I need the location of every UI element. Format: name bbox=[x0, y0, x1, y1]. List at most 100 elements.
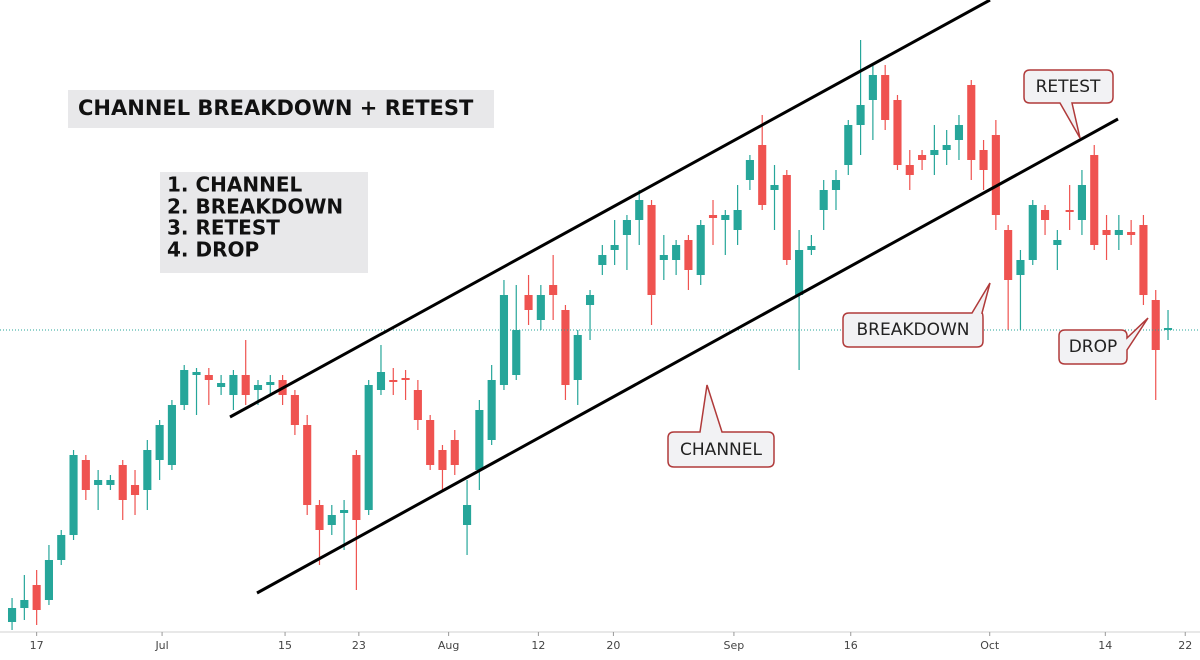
x-tick-label: 12 bbox=[531, 639, 545, 652]
candle-body bbox=[487, 380, 496, 440]
candle-body bbox=[32, 585, 41, 610]
step: 3. RETEST bbox=[167, 216, 280, 240]
callout-box bbox=[842, 282, 991, 348]
candle-body bbox=[376, 372, 386, 390]
candle-body bbox=[1004, 230, 1013, 280]
candle-body bbox=[1016, 260, 1025, 275]
candle-body bbox=[991, 135, 1000, 215]
candle-body bbox=[930, 150, 939, 155]
candle-body bbox=[770, 185, 779, 190]
candle-body bbox=[364, 385, 373, 510]
candle-body bbox=[795, 250, 804, 295]
candle-body bbox=[44, 560, 54, 600]
candle-body bbox=[253, 385, 263, 390]
candle-body bbox=[1053, 240, 1062, 245]
candle-body bbox=[585, 295, 595, 305]
candle-body bbox=[118, 465, 127, 500]
candle-body bbox=[180, 370, 189, 405]
candle-body bbox=[733, 210, 742, 230]
candle-body bbox=[340, 510, 349, 513]
candle-body bbox=[303, 425, 312, 505]
x-tick-label: Sep bbox=[724, 639, 745, 652]
candle-body bbox=[155, 425, 164, 460]
candle-body bbox=[659, 255, 668, 260]
title-box bbox=[68, 90, 494, 128]
candle-body bbox=[57, 535, 66, 560]
candle-body bbox=[327, 515, 336, 525]
candle-body bbox=[622, 220, 631, 235]
candle-body bbox=[20, 600, 29, 608]
candle-body bbox=[352, 455, 361, 520]
candle-body bbox=[610, 245, 619, 250]
step: 4. DROP bbox=[167, 238, 259, 262]
candle-body bbox=[967, 85, 976, 160]
x-tick-label: 20 bbox=[606, 639, 620, 652]
candle-body bbox=[561, 310, 570, 385]
candle-body bbox=[1127, 232, 1136, 235]
callout-box bbox=[667, 384, 775, 468]
step: 2. BREAKDOWN bbox=[167, 195, 343, 219]
x-axis: 17 Jul 15 23 Aug 12 20 Sep 16 Oct 14 22 bbox=[30, 632, 1192, 652]
candle-body bbox=[696, 225, 705, 275]
callout-box bbox=[1023, 69, 1114, 139]
candle-body bbox=[782, 175, 791, 260]
x-tick-label: 15 bbox=[278, 639, 292, 652]
step: 1. CHANNEL bbox=[167, 173, 303, 197]
candle-body bbox=[524, 295, 533, 310]
candle-body bbox=[69, 455, 78, 535]
x-tick-label: 17 bbox=[30, 639, 44, 652]
candle-body bbox=[401, 378, 410, 380]
candle-body bbox=[598, 255, 607, 265]
callout-label: CHANNEL bbox=[680, 440, 762, 460]
candle-body bbox=[758, 145, 767, 205]
candle-body bbox=[856, 105, 865, 125]
x-tick-label: Oct bbox=[980, 639, 1000, 652]
candle-body bbox=[106, 480, 115, 485]
candle-body bbox=[893, 100, 902, 165]
candle-body bbox=[745, 160, 754, 180]
candle-body bbox=[1077, 185, 1087, 220]
candle-body bbox=[229, 375, 238, 395]
candle-body bbox=[512, 330, 521, 375]
x-tick-label: Aug bbox=[438, 639, 459, 652]
candle-body bbox=[438, 450, 447, 470]
candle-body bbox=[979, 150, 988, 170]
callout-box bbox=[1058, 317, 1149, 365]
candle-body bbox=[684, 240, 693, 270]
candle-body bbox=[721, 215, 730, 220]
candle-body bbox=[881, 75, 890, 120]
candle-body bbox=[831, 180, 841, 190]
x-tick-label: Jul bbox=[154, 639, 168, 652]
candle-body bbox=[450, 440, 459, 465]
channel-lower bbox=[256, 117, 1119, 595]
callout-label: RETEST bbox=[1036, 77, 1101, 97]
x-tick-label: 22 bbox=[1178, 639, 1192, 652]
x-axis-strip bbox=[0, 632, 1200, 660]
candle-body bbox=[1102, 230, 1111, 235]
candle-body bbox=[143, 450, 152, 490]
callout-label: DROP bbox=[1069, 337, 1118, 357]
candle-body bbox=[204, 375, 213, 380]
candle-body bbox=[905, 165, 914, 175]
candle-body bbox=[130, 485, 140, 495]
candle-body bbox=[549, 285, 558, 295]
candle-body bbox=[1028, 205, 1037, 260]
candle-body bbox=[81, 460, 90, 490]
candle-body bbox=[389, 380, 398, 382]
candle-body bbox=[463, 505, 472, 525]
candle-body bbox=[1139, 225, 1148, 295]
candle-body bbox=[499, 295, 509, 385]
channel-upper bbox=[229, 0, 991, 419]
candle-body bbox=[1040, 210, 1050, 220]
candle-body bbox=[672, 245, 681, 260]
candle-body bbox=[954, 125, 964, 140]
candle-body bbox=[217, 383, 226, 387]
candle-body bbox=[315, 505, 324, 530]
callout-label: BREAKDOWN bbox=[857, 320, 970, 340]
candle-body bbox=[167, 405, 176, 465]
candle-body bbox=[475, 410, 484, 470]
candle-body bbox=[868, 75, 877, 100]
candle-body bbox=[942, 145, 951, 150]
candle-body bbox=[94, 480, 103, 485]
